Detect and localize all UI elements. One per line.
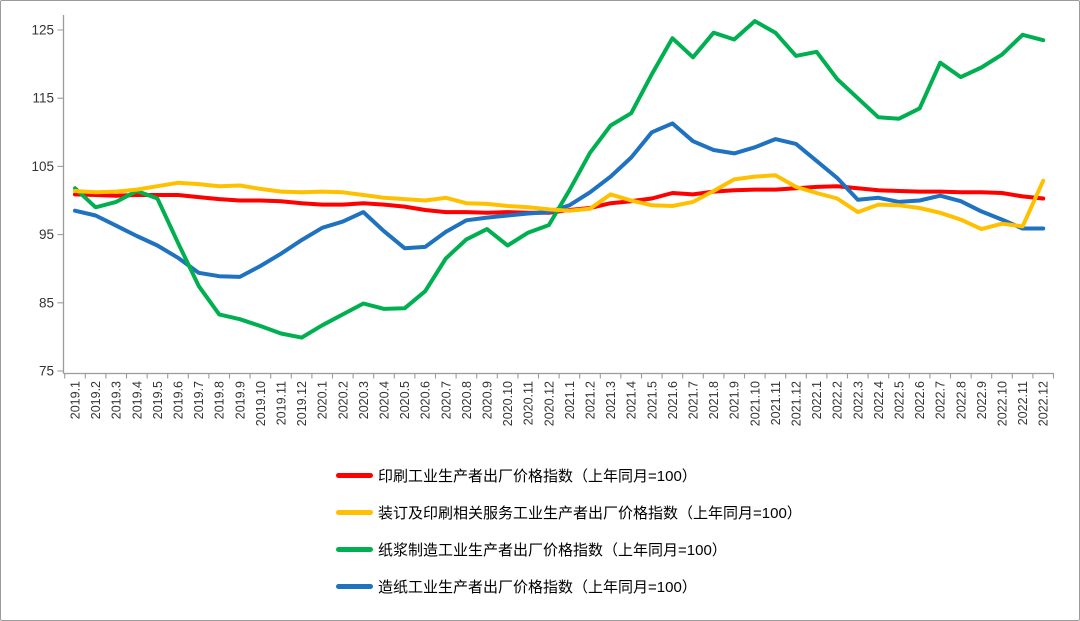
x-axis-tick-label: 2019.2 [89, 381, 103, 419]
x-axis-tick-label: 2022.5 [893, 381, 907, 419]
x-axis-tick-label: 2021.2 [584, 381, 598, 419]
x-axis-tick-label: 2020.5 [398, 381, 412, 419]
series-line-2 [73, 19, 1046, 340]
series-line-1 [73, 173, 1046, 232]
x-axis-tick-label: 2020.8 [460, 381, 474, 419]
x-axis-tick-label: 2022.2 [831, 381, 845, 419]
x-axis-tick-label: 2022.9 [975, 381, 989, 419]
x-axis-tick-label: 2022.3 [851, 381, 865, 419]
x-axis-tick-label: 2020.6 [419, 381, 433, 419]
x-axis-tick-label: 2021.12 [790, 381, 804, 426]
x-axis-tick-label: 2022.11 [1016, 381, 1030, 425]
x-axis-tick-label: 2021.11 [769, 381, 783, 425]
x-axis-tick-label: 2019.7 [192, 381, 206, 419]
x-axis-tick-label: 2019.3 [110, 381, 124, 419]
legend-swatch-green-line [336, 547, 373, 552]
x-axis-tick-label: 2019.4 [130, 381, 144, 419]
x-axis-tick-label: 2019.5 [151, 381, 165, 419]
x-axis-tick-label: 2021.5 [645, 381, 659, 419]
x-axis-tick-label: 2022.8 [954, 381, 968, 419]
x-axis-tick-label: 2021.8 [707, 381, 721, 419]
x-axis-tick-label: 2021.4 [625, 381, 639, 419]
chart-legend: 印刷工业生产者出厂价格指数（上年同月=100） 装订及印刷相关服务工业生产者出厂… [336, 457, 802, 605]
x-axis-tick-label: 2019.11 [275, 381, 289, 425]
legend-swatch-yellow-line [336, 510, 373, 515]
legend-item-papermaking: 造纸工业生产者出厂价格指数（上年同月=100） [336, 568, 802, 605]
y-axis-tick-label: 105 [31, 159, 54, 174]
x-axis-tick-label: 2021.1 [563, 381, 577, 419]
x-axis-tick-label: 2021.6 [666, 381, 680, 419]
x-axis-tick-label: 2020.11 [522, 381, 536, 425]
x-axis-tick-label: 2020.10 [501, 381, 515, 426]
legend-item-binding-services: 装订及印刷相关服务工业生产者出厂价格指数（上年同月=100） [336, 494, 802, 531]
y-axis-tick-label: 125 [31, 23, 54, 38]
x-axis-tick-label: 2021.3 [604, 381, 618, 419]
x-axis-tick-label: 2020.9 [481, 381, 495, 419]
legend-swatch-blue-line [336, 584, 373, 589]
x-axis-tick-label: 2019.9 [233, 381, 247, 419]
x-axis-tick-label: 2020.3 [357, 381, 371, 419]
x-axis-tick-label: 2019.6 [172, 381, 186, 419]
x-axis-tick-label: 2022.12 [1037, 381, 1051, 426]
x-axis-tick-label: 2022.4 [872, 381, 886, 419]
x-axis-tick-label: 2022.7 [934, 381, 948, 419]
x-axis-tick-label: 2019.12 [295, 381, 309, 426]
x-axis-tick-label: 2021.10 [748, 381, 762, 426]
legend-label-pulp-manufacturing: 纸浆制造工业生产者出厂价格指数（上年同月=100） [378, 542, 727, 559]
legend-label-binding-services: 装订及印刷相关服务工业生产者出厂价格指数（上年同月=100） [378, 505, 802, 522]
ppi-line-chart: 75 85 95 105 115 125 2019.1 2019.2 2019.3 2019.4 2… [31, 15, 1055, 426]
x-axis-tick-label: 2022.6 [913, 381, 927, 419]
legend-item-pulp-manufacturing: 纸浆制造工业生产者出厂价格指数（上年同月=100） [336, 531, 802, 568]
legend-item-printing: 印刷工业生产者出厂价格指数（上年同月=100） [336, 457, 802, 494]
legend-swatch-red-line [336, 473, 373, 478]
x-axis-tick-label: 2020.1 [316, 381, 330, 419]
x-axis-tick-label: 2020.12 [542, 381, 556, 426]
legend-label-printing: 印刷工业生产者出厂价格指数（上年同月=100） [378, 468, 697, 485]
x-axis-tick-label: 2021.9 [728, 381, 742, 419]
y-axis-tick-label: 85 [39, 295, 54, 310]
x-axis-tick-label: 2021.7 [687, 381, 701, 419]
x-axis-tick-label: 2019.1 [69, 381, 83, 419]
x-axis-tick-label: 2020.4 [378, 381, 392, 419]
x-axis-tick-label: 2020.2 [336, 381, 350, 419]
x-axis-tick-label: 2022.10 [996, 381, 1010, 426]
y-axis-tick-label: 95 [39, 227, 54, 242]
x-axis-tick-label: 2019.10 [254, 381, 268, 426]
y-axis-tick-label: 75 [39, 364, 54, 379]
x-axis-tick-label: 2019.8 [213, 381, 227, 419]
x-axis-tick-label: 2020.7 [439, 381, 453, 419]
legend-label-papermaking: 造纸工业生产者出厂价格指数（上年同月=100） [378, 579, 697, 596]
x-axis-tick-label: 2022.1 [810, 381, 824, 419]
y-axis-tick-label: 115 [32, 91, 54, 106]
